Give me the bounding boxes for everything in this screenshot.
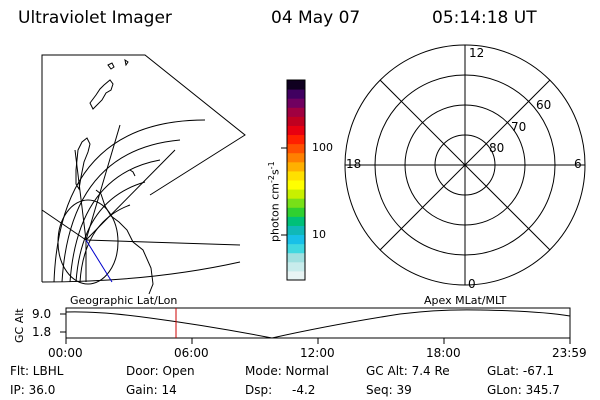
color-bar-frame [286,79,306,281]
polar-ring-80: 80 [489,141,505,155]
color-bar-segment [287,89,305,99]
color-bar-segment [287,80,305,90]
color-bar [287,80,305,281]
polar-label-0: 0 [468,277,476,291]
track-x-tick-4: 23:59 [552,346,587,360]
color-bar-segment [287,225,305,236]
color-bar-segment [287,252,305,263]
color-bar-segment [287,125,305,136]
track-right-label: Apex MLat/MLT [424,294,507,307]
color-bar-segment [287,189,305,199]
dsp-label: Dsp: [245,383,273,397]
seq-status: Seq: 39 [366,383,412,397]
color-bar-segment [287,161,305,172]
polar-label-12: 12 [469,46,485,60]
ip-status: IP: 36.0 [10,383,56,397]
color-bar-segment [287,207,305,217]
color-bar-segment [287,116,305,126]
colorbar-tick-100: 100 [312,141,333,154]
polar-ring-70: 70 [511,120,527,134]
track-x-tick-3: 18:00 [426,346,461,360]
orbit-track [60,307,571,344]
color-bar-segment [287,198,305,208]
glat-status: GLat: -67.1 [487,364,554,378]
polar-plot [344,44,586,286]
door-status: Door: Open [126,364,195,378]
track-y-high: 9.0 [32,307,52,321]
track-y-low: 1.8 [32,325,52,339]
track-left-label: Geographic Lat/Lon [70,294,178,307]
track-x-tick-1: 06:00 [174,346,209,360]
mode-status: Mode: Normal [245,364,329,378]
geographic-map [41,54,246,295]
color-bar-segment [287,216,305,226]
color-bar-segment [287,143,305,154]
color-bar-segment [287,152,305,163]
color-bar-segment [287,243,305,254]
gc-alt-status: GC Alt: 7.4 Re [366,364,450,378]
gain-status: Gain: 14 [126,383,177,397]
polar-label-6: 6 [574,157,582,171]
color-bar-segment [287,170,305,181]
color-bar-segment [287,234,305,245]
dsp-value: -4.2 [292,383,316,397]
glon-status: GLon: 345.7 [487,383,560,397]
polar-ring-60: 60 [536,98,552,112]
date-label: 04 May 07 [271,8,361,28]
time-label: 05:14:18 UT [432,8,537,28]
color-bar-segment [287,180,305,190]
color-bar-segment [287,107,305,117]
color-bar-segment [287,134,305,145]
filter-status: Flt: LBHL [10,364,64,378]
color-bar-segment [287,98,305,108]
color-bar-segment [287,261,305,272]
polar-label-18: 18 [346,157,362,171]
app-title: Ultraviolet Imager [18,8,172,28]
track-axis-label: GC Alt [13,308,26,343]
track-x-tick-2: 12:00 [300,346,335,360]
colorbar-unit-label: photon cm-2s-1 [267,161,282,242]
color-bar-segment [287,270,305,281]
track-x-tick-0: 00:00 [48,346,83,360]
colorbar-tick-10: 10 [312,228,326,241]
